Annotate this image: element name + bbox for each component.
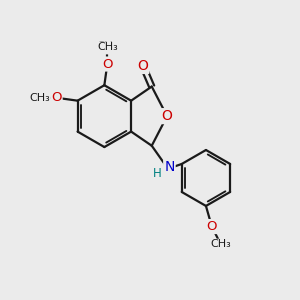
Text: CH₃: CH₃ (97, 42, 118, 52)
Text: O: O (102, 58, 112, 70)
Text: O: O (51, 91, 62, 104)
Text: CH₃: CH₃ (96, 40, 118, 53)
Text: CH₃: CH₃ (29, 93, 50, 103)
Text: O: O (207, 220, 217, 233)
Text: CH₃: CH₃ (210, 239, 231, 249)
Text: H: H (153, 167, 162, 180)
Text: O: O (162, 109, 172, 123)
Text: O: O (137, 59, 148, 73)
Text: N: N (164, 160, 175, 174)
